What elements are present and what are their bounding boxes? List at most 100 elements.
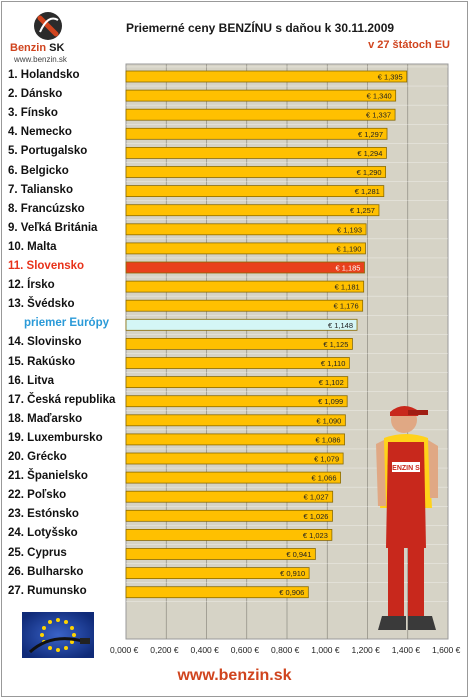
category-label-3: 3. Fínsko — [8, 107, 58, 120]
value-label-21: € 1,079 — [314, 455, 339, 464]
bar-8 — [125, 204, 380, 217]
value-label-24: € 1,026 — [303, 512, 328, 521]
bar-3 — [125, 108, 396, 121]
bar-4 — [125, 127, 388, 140]
value-label-23: € 1,027 — [304, 493, 329, 502]
value-label-6: € 1,290 — [357, 168, 382, 177]
category-label-16: 15. Rakúsko — [8, 355, 76, 368]
category-label-26: 25. Cyprus — [8, 546, 67, 559]
fuel-pump-icon — [34, 12, 62, 40]
logo-url: www.benzin.sk — [14, 55, 67, 64]
value-label-1: € 1,395 — [378, 73, 403, 82]
value-label-14: € 1,148 — [328, 321, 353, 330]
value-label-12: € 1,181 — [335, 283, 360, 292]
bar-5 — [125, 146, 387, 159]
category-label-11: 11. Slovensko — [8, 260, 85, 272]
x-tick-label-0: 0,000 € — [110, 645, 139, 655]
bar-9 — [125, 223, 367, 236]
category-label-12: 12. Írsko — [8, 279, 55, 292]
category-label-15: 14. Slovinsko — [8, 336, 82, 349]
category-label-10: 10. Malta — [8, 240, 57, 253]
value-label-13: € 1,176 — [334, 302, 359, 311]
x-tick-label-3: 0,600 € — [230, 645, 260, 655]
category-label-28: 27. Rumunsko — [8, 584, 87, 597]
value-label-27: € 0,910 — [280, 569, 305, 578]
bar-18 — [125, 395, 348, 408]
category-label-13: 13. Švédsko — [8, 298, 75, 311]
category-label-14: priemer Európy — [24, 317, 109, 330]
bar-17 — [125, 376, 349, 389]
bar-11 — [125, 261, 365, 274]
footer-url: www.benzin.sk — [177, 667, 292, 684]
value-label-4: € 1,297 — [358, 130, 383, 139]
bar-26 — [125, 548, 316, 560]
value-label-22: € 1,066 — [312, 474, 337, 483]
x-tick-label-2: 0,400 € — [190, 645, 219, 655]
value-label-20: € 1,086 — [316, 435, 341, 444]
bar-28 — [125, 586, 309, 599]
bar-21 — [125, 452, 344, 465]
category-label-7: 7. Taliansko — [8, 183, 73, 196]
category-label-9: 9. Veľká Británia — [8, 221, 98, 234]
value-label-19: € 1,090 — [316, 416, 341, 425]
benzin-logo: Benzin SK www.benzin.sk — [6, 10, 86, 66]
value-label-7: € 1,281 — [355, 187, 380, 196]
category-label-27: 26. Bulharsko — [8, 565, 84, 578]
value-label-15: € 1,125 — [323, 340, 348, 349]
bar-19 — [125, 414, 346, 427]
bar-14 — [125, 318, 358, 331]
category-label-20: 19. Luxembursko — [8, 431, 103, 444]
chart-title: Priemerné ceny BENZÍNU s daňou k 30.11.2… — [125, 21, 395, 35]
bar-16 — [125, 357, 350, 369]
bar-27 — [125, 567, 310, 579]
bar-7 — [125, 185, 385, 198]
category-label-2: 2. Dánsko — [8, 88, 63, 101]
bar-13 — [125, 299, 364, 312]
bar-2 — [125, 89, 397, 102]
value-label-11: € 1,185 — [335, 264, 360, 273]
value-label-8: € 1,257 — [350, 206, 375, 215]
category-label-22: 21. Španielsko — [8, 470, 88, 483]
value-label-5: € 1,294 — [357, 149, 382, 158]
mascot-label: BENZIN SK — [387, 465, 425, 472]
mechanic-mascot-icon: BENZIN SK — [376, 406, 438, 630]
category-label-5: 5. Portugalsko — [8, 145, 88, 158]
category-label-18: 17. Česká republika — [8, 393, 116, 406]
category-label-1: 1. Holandsko — [8, 69, 80, 81]
category-label-21: 20. Grécko — [8, 451, 67, 463]
category-label-23: 22. Poľsko — [8, 489, 67, 502]
category-label-25: 24. Lotyšsko — [8, 527, 78, 540]
bar-12 — [125, 280, 365, 293]
value-label-17: € 1,102 — [319, 378, 344, 387]
value-label-2: € 1,340 — [367, 92, 392, 101]
category-label-8: 8. Francúzsko — [8, 202, 85, 215]
x-tick-label-4: 0,800 € — [271, 645, 300, 655]
bar-1 — [125, 70, 408, 83]
value-label-28: € 0,906 — [279, 588, 304, 597]
bar-24 — [125, 509, 333, 522]
category-label-24: 23. Estónsko — [8, 508, 79, 521]
chart-subtitle: v 27 štátoch EU — [368, 39, 450, 51]
value-label-9: € 1,193 — [337, 225, 362, 234]
value-label-18: € 1,099 — [318, 397, 343, 406]
bar-6 — [125, 166, 387, 178]
category-label-6: 6. Belgicko — [8, 164, 69, 177]
category-label-19: 18. Maďarsko — [8, 412, 83, 425]
bar-10 — [125, 242, 366, 255]
value-label-3: € 1,337 — [366, 111, 391, 120]
x-tick-label-5: 1,000 € — [311, 645, 340, 655]
x-tick-label-1: 0,200 € — [150, 645, 179, 655]
category-label-4: 4. Nemecko — [8, 126, 72, 139]
x-tick-label-6: 1,200 € — [351, 645, 380, 655]
value-label-25: € 1,023 — [303, 531, 328, 540]
logo-brand: Benzin SK — [10, 42, 65, 54]
value-label-10: € 1,190 — [336, 244, 361, 253]
eu-flag-icon — [22, 612, 94, 658]
bar-25 — [125, 529, 333, 541]
bar-20 — [125, 433, 345, 446]
x-tick-label-8: 1,600 € — [432, 645, 461, 655]
category-label-17: 16. Litva — [8, 374, 55, 387]
bar-15 — [125, 337, 353, 350]
x-tick-label-7: 1,400 € — [391, 645, 421, 655]
